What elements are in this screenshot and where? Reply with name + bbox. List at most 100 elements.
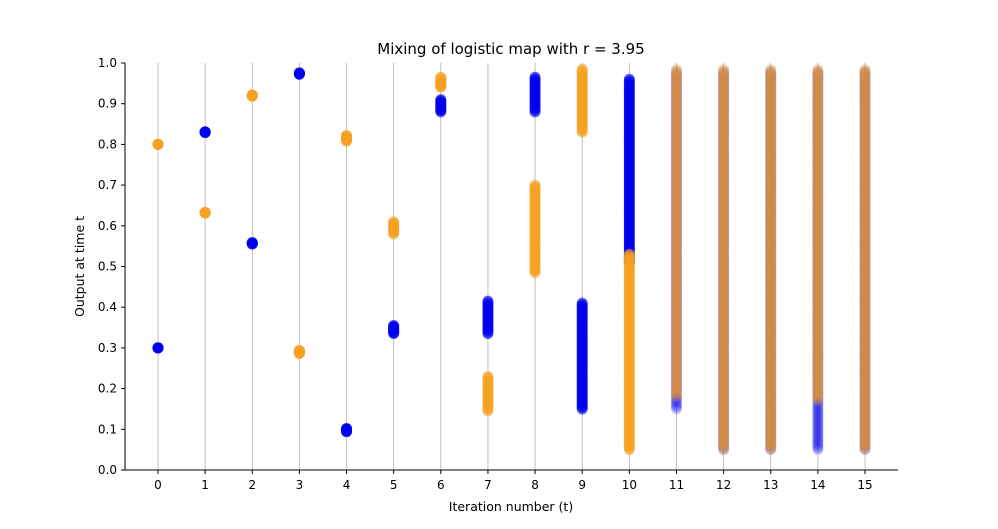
scatter-point <box>670 369 682 381</box>
scatter-point <box>718 142 730 154</box>
scatter-point <box>765 98 777 110</box>
scatter-point <box>765 197 777 209</box>
scatter-point <box>765 68 777 80</box>
scatter-point <box>670 150 682 162</box>
scatter-point <box>765 428 777 440</box>
scatter-point <box>670 317 682 329</box>
scatter-point <box>670 304 682 316</box>
scatter-point <box>765 304 777 316</box>
scatter-point <box>718 352 730 364</box>
scatter-point <box>670 145 682 157</box>
scatter-point <box>670 236 682 248</box>
scatter-point <box>859 382 871 394</box>
scatter-point <box>718 412 730 424</box>
scatter-point <box>718 285 730 297</box>
scatter-point <box>670 398 682 410</box>
scatter-point <box>765 357 777 369</box>
scatter-point <box>670 159 682 171</box>
scatter-point <box>718 430 730 442</box>
series-blue-t3 <box>293 67 305 80</box>
scatter-point <box>859 141 871 153</box>
scatter-point <box>859 368 871 380</box>
scatter-point <box>718 266 730 278</box>
scatter-point <box>718 354 730 366</box>
scatter-point <box>765 77 777 89</box>
scatter-point <box>670 232 682 244</box>
scatter-point <box>765 109 777 121</box>
scatter-point <box>765 331 777 343</box>
scatter-point <box>859 180 871 192</box>
scatter-point <box>718 302 730 314</box>
scatter-point <box>670 269 682 281</box>
scatter-point <box>765 422 777 434</box>
series-blue-t6 <box>435 94 447 118</box>
scatter-point <box>670 386 682 398</box>
scatter-point <box>765 365 777 377</box>
scatter-point <box>765 403 777 415</box>
scatter-point <box>718 147 730 159</box>
scatter-point <box>859 348 871 360</box>
scatter-point <box>718 202 730 214</box>
scatter-point <box>718 106 730 118</box>
y-tick-label: 0.9 <box>98 97 117 111</box>
scatter-point <box>718 250 730 262</box>
scatter-point <box>812 286 824 298</box>
scatter-point <box>765 364 777 376</box>
scatter-point <box>765 67 777 79</box>
scatter-point <box>765 285 777 297</box>
scatter-point <box>718 417 730 429</box>
x-tick-label: 7 <box>484 478 492 492</box>
scatter-point <box>812 185 824 197</box>
scatter-point <box>765 123 777 135</box>
scatter-point <box>765 360 777 372</box>
scatter-point <box>246 89 258 101</box>
scatter-point <box>765 252 777 264</box>
scatter-point <box>670 381 682 393</box>
scatter-point <box>859 76 871 88</box>
scatter-point <box>812 389 824 401</box>
scatter-point <box>812 327 824 339</box>
scatter-point <box>765 327 777 339</box>
scatter-point <box>812 243 824 255</box>
scatter-point <box>152 342 164 354</box>
scatter-point <box>765 228 777 240</box>
scatter-point <box>670 134 682 146</box>
scatter-point <box>765 176 777 188</box>
scatter-point <box>718 134 730 146</box>
scatter-point <box>765 291 777 303</box>
scatter-point <box>765 351 777 363</box>
scatter-point <box>765 250 777 262</box>
scatter-point <box>812 89 824 101</box>
scatter-point <box>812 326 824 338</box>
scatter-point <box>670 235 682 247</box>
scatter-point <box>718 282 730 294</box>
scatter-point <box>718 81 730 93</box>
scatter-point <box>765 316 777 328</box>
scatter-point <box>718 403 730 415</box>
scatter-point <box>670 353 682 365</box>
scatter-point <box>765 145 777 157</box>
scatter-point <box>765 280 777 292</box>
scatter-point <box>765 313 777 325</box>
scatter-point <box>765 164 777 176</box>
scatter-point <box>718 126 730 138</box>
scatter-point <box>718 158 730 170</box>
scatter-point <box>718 208 730 220</box>
scatter-point <box>859 115 871 127</box>
scatter-point <box>718 338 730 350</box>
scatter-point <box>765 194 777 206</box>
scatter-point <box>765 374 777 386</box>
scatter-point <box>718 298 730 310</box>
scatter-point <box>718 217 730 229</box>
scatter-point <box>859 417 871 429</box>
scatter-point <box>718 283 730 295</box>
scatter-point <box>765 335 777 347</box>
scatter-point <box>765 404 777 416</box>
scatter-point <box>765 158 777 170</box>
scatter-point <box>859 290 871 302</box>
scatter-point <box>765 288 777 300</box>
scatter-point <box>765 419 777 431</box>
scatter-point <box>670 76 682 88</box>
scatter-point <box>812 263 824 275</box>
scatter-point <box>859 324 871 336</box>
